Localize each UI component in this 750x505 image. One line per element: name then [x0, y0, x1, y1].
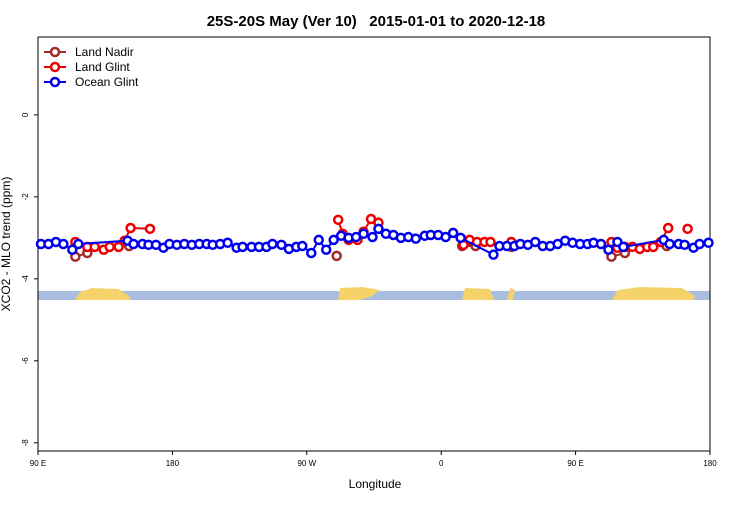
x-tick-label: 180 — [703, 459, 717, 468]
data-point — [367, 231, 378, 243]
data-point — [320, 244, 332, 255]
data-point — [358, 228, 369, 240]
data-point — [125, 222, 136, 234]
legend-marker — [49, 76, 61, 88]
legend-marker — [49, 46, 61, 58]
land-shape — [507, 288, 515, 300]
data-point — [447, 227, 459, 239]
y-tick-label: 0 — [21, 112, 30, 117]
data-point — [313, 234, 324, 246]
y-tick-label: -2 — [21, 193, 30, 201]
land-strip — [38, 287, 710, 300]
data-point — [530, 236, 541, 248]
data-point — [332, 214, 344, 226]
y-tick-label: -8 — [21, 439, 30, 447]
data-point — [373, 223, 384, 235]
data-point — [73, 238, 84, 250]
land-shape — [612, 287, 695, 300]
x-tick-label: 90 E — [567, 459, 583, 468]
data-point — [455, 232, 466, 244]
data-point — [410, 233, 422, 244]
data-point — [128, 238, 139, 250]
x-tick-label: 180 — [166, 459, 180, 468]
x-tick-label: 90 E — [30, 459, 46, 468]
data-point — [113, 241, 124, 253]
land-shape — [462, 288, 494, 300]
y-tick-label: -4 — [21, 275, 30, 283]
data-point — [58, 238, 69, 250]
data-point — [144, 223, 156, 235]
legend-label: Ocean Glint — [75, 75, 139, 89]
y-tick-label: -6 — [21, 357, 30, 365]
data-point — [664, 238, 675, 250]
data-point — [694, 238, 705, 250]
land-shape — [75, 288, 131, 300]
chart-title: 25S-20S May (Ver 10) 2015-01-01 to 2020-… — [207, 13, 546, 30]
data-point — [276, 239, 287, 251]
y-axis-label: XCO2 - MLO trend (ppm) — [0, 177, 13, 312]
data-point — [331, 250, 342, 262]
data-point — [603, 244, 614, 255]
data-point — [104, 241, 115, 253]
data-point — [488, 249, 499, 260]
x-tick-label: 0 — [439, 459, 444, 468]
data-point — [297, 240, 308, 252]
ocean-band — [38, 291, 710, 300]
data-point — [485, 236, 496, 248]
data-point — [618, 241, 629, 253]
x-axis-label: Longitude — [349, 477, 402, 491]
data-point — [267, 238, 278, 250]
data-point — [306, 247, 317, 259]
data-point — [648, 241, 659, 253]
data-point — [440, 231, 451, 243]
data-point — [328, 234, 339, 246]
data-point — [595, 238, 607, 250]
plot-layer: 90 E 180 90 W 0 90 E 180 -8 -6 -4 -2 0 Land NadirLa… — [21, 45, 717, 468]
legend-label: Land Glint — [75, 60, 130, 74]
land-shape — [338, 287, 380, 300]
data-point — [237, 241, 248, 253]
data-point — [67, 244, 78, 255]
data-point — [662, 222, 674, 234]
x-tick-label: 90 W — [297, 459, 316, 468]
data-point — [679, 239, 690, 251]
data-point — [682, 223, 693, 235]
data-point — [703, 237, 714, 249]
legend-marker — [49, 61, 61, 73]
data-point — [222, 237, 233, 249]
legend-label: Land Nadir — [75, 45, 134, 59]
